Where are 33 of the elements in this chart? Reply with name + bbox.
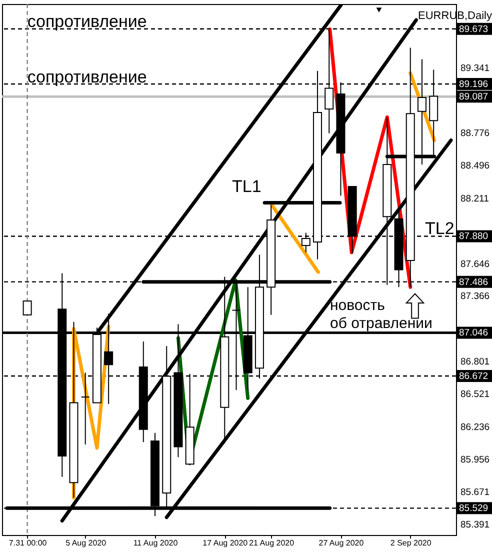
annotation: TL1 [232,177,262,196]
ref-line-label: 87.486 [459,276,488,288]
ref-line-label: 87.046 [459,328,488,339]
y-tick-label: 85.671 [460,487,490,498]
x-tick-label: 27 Aug 2020 [318,538,364,548]
y-tick-label: 88.211 [460,193,489,204]
y-tick-label: 88.496 [460,160,490,172]
ref-line-label: 87.880 [459,231,488,242]
x-tick-label: 2 Sep 2020 [390,538,432,548]
x-tick-label: 5 Aug 2020 [66,538,107,548]
ref-line-label: 89.087 [459,92,488,103]
annotation: сопротивление [27,12,147,31]
ref-line-label: 86.672 [459,370,488,382]
y-tick-label: 87.366 [460,291,490,302]
ref-line-label: 89.673 [459,24,488,35]
y-tick-label: 85.956 [460,454,490,466]
y-tick-label: 86.801 [460,356,490,368]
ref-line-label: 85.529 [459,503,488,514]
annotation: TL2 [425,219,454,238]
x-tick-label: 11 Aug 2020 [133,538,178,548]
y-tick-label: 85.391 [460,520,490,531]
annotation: сопротивление [27,67,147,86]
x-tick-label: 21 Aug 2020 [249,538,295,548]
y-tick-label: 86.521 [460,388,490,400]
y-tick-label: 89.341 [460,62,490,74]
annotation: новость [330,297,386,314]
ref-line-label: 89.196 [459,79,488,90]
y-tick-label: 88.776 [460,128,490,140]
x-tick-label: 17 Aug 2020 [202,538,248,548]
y-tick-label: 87.646 [460,258,490,270]
x-tick-label: 7.31 00:00 [8,538,48,548]
y-tick-label: 86.236 [460,422,490,433]
annotation: об отравлении [330,315,432,332]
